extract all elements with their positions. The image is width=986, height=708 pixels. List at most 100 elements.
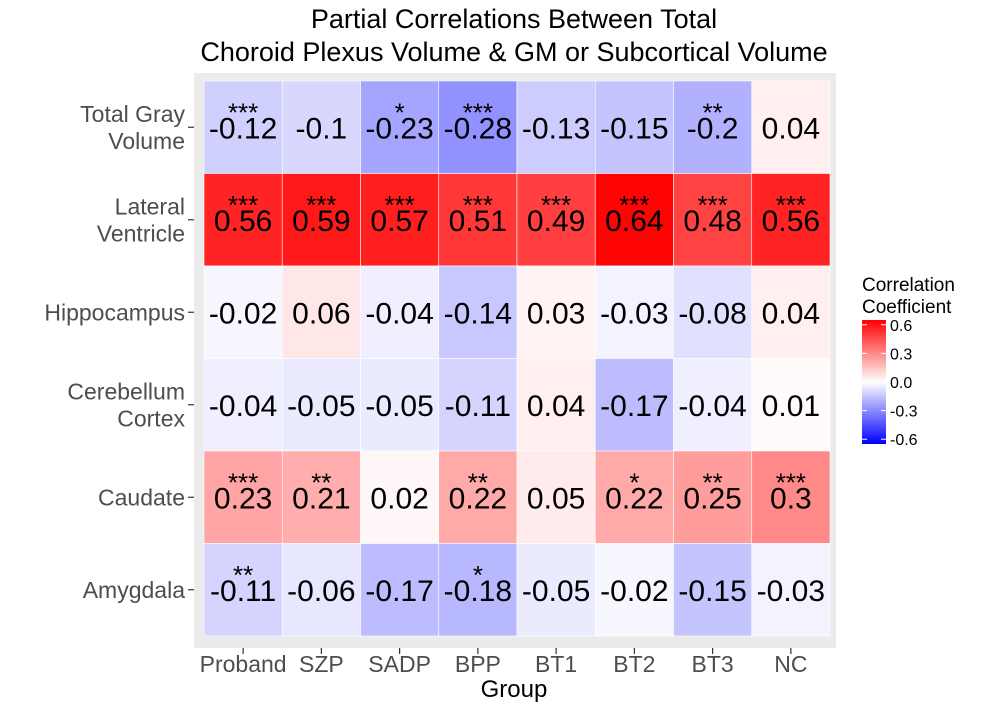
significance-label: *** xyxy=(463,190,493,220)
heatmap-cell xyxy=(438,173,518,267)
cell-value-label: -0.23 xyxy=(365,112,433,145)
cell-value-label: -0.12 xyxy=(209,112,277,145)
cell-value-label: -0.04 xyxy=(365,297,433,330)
significance-label: *** xyxy=(306,190,336,220)
heatmap-cell xyxy=(360,80,440,174)
heatmap-cell xyxy=(438,265,518,359)
significance-label: *** xyxy=(228,190,258,220)
heatmap-cell xyxy=(281,543,361,637)
cell-value-label: 0.21 xyxy=(292,482,350,515)
heatmap-cell xyxy=(594,173,674,267)
cell-value-label: 0.3 xyxy=(770,482,812,515)
heatmap-cell xyxy=(673,450,753,544)
y-tick-label: Lateral Ventricle xyxy=(97,193,185,246)
heatmap-cell xyxy=(673,173,753,267)
cell-value-label: 0.51 xyxy=(449,205,507,238)
heatmap-cell xyxy=(203,173,283,267)
y-tick-label: Amygdala xyxy=(83,577,185,603)
cell-value-label: -0.2 xyxy=(687,112,739,145)
x-axis-title: Group xyxy=(481,676,548,703)
heatmap-cell xyxy=(751,80,831,174)
cell-value-label: 0.01 xyxy=(762,390,820,423)
significance-label: ** xyxy=(703,467,723,497)
chart-title-line: Choroid Plexus Volume & GM or Subcortica… xyxy=(200,37,827,67)
heatmap-cell xyxy=(281,450,361,544)
significance-label: ** xyxy=(703,97,723,127)
heatmap-cell xyxy=(594,265,674,359)
cell-value-label: 0.04 xyxy=(527,390,585,423)
legend-label: 0.6 xyxy=(890,318,912,335)
x-tick-label: BT3 xyxy=(692,651,734,677)
cell-value-label: -0.11 xyxy=(445,390,511,423)
cell-value-label: -0.08 xyxy=(678,297,746,330)
legend-label: 0.0 xyxy=(890,375,912,392)
heatmap-cell xyxy=(438,358,518,452)
cell-value-label: 0.49 xyxy=(527,205,585,238)
cell-value-label: 0.04 xyxy=(762,297,820,330)
heatmap-cell xyxy=(673,543,753,637)
cell-value-label: -0.05 xyxy=(522,575,590,608)
cell-value-label: 0.03 xyxy=(527,297,585,330)
cell-value-label: -0.17 xyxy=(600,390,668,423)
heatmap-cell xyxy=(438,450,518,544)
heatmap-cell xyxy=(516,358,596,452)
heatmap-cell xyxy=(203,80,283,174)
cell-value-label: -0.04 xyxy=(209,390,277,423)
x-tick-label: NC xyxy=(774,651,807,677)
heatmap-cell xyxy=(673,358,753,452)
cell-value-label: -0.15 xyxy=(678,575,746,608)
cell-value-label: 0.02 xyxy=(370,482,428,515)
significance-label: * xyxy=(629,467,639,497)
significance-label: *** xyxy=(384,190,414,220)
cell-value-label: 0.22 xyxy=(449,482,507,515)
heatmap-cell xyxy=(360,358,440,452)
cell-value-label: 0.23 xyxy=(214,482,272,515)
significance-label: *** xyxy=(776,467,806,497)
cell-value-label: -0.02 xyxy=(600,575,668,608)
y-tick-label: Hippocampus xyxy=(44,299,185,325)
heatmap-cell xyxy=(281,265,361,359)
y-axis-ticks: Total Gray Volume Lateral Ventricle Hippocam… xyxy=(44,101,194,603)
significance-label: *** xyxy=(776,190,806,220)
cell-value-label: -0.18 xyxy=(444,575,512,608)
cell-value-label: -0.02 xyxy=(209,297,277,330)
cell-value-label: -0.15 xyxy=(600,112,668,145)
heatmap-cell xyxy=(203,543,283,637)
heatmap-cells: -0.12*** -0.1 -0.23* -0.28*** -0.13 -0.15 -0.2… xyxy=(203,80,831,637)
heatmap-cell xyxy=(281,173,361,267)
significance-label: *** xyxy=(619,190,649,220)
heatmap-cell xyxy=(594,543,674,637)
x-axis-ticks: Proband SZP SADP BPP BT1 BT2 BT3 NC xyxy=(200,648,807,677)
x-tick-label: SZP xyxy=(299,651,344,677)
heatmap-cell xyxy=(360,265,440,359)
cell-value-label: 0.56 xyxy=(762,205,820,238)
cell-value-label: -0.03 xyxy=(757,575,825,608)
cell-value-label: 0.04 xyxy=(762,112,820,145)
cell-value-label: 0.56 xyxy=(214,205,272,238)
heatmap-cell xyxy=(360,173,440,267)
heatmap-cell xyxy=(360,543,440,637)
heatmap-cell xyxy=(516,543,596,637)
significance-label: * xyxy=(395,97,405,127)
cell-value-label: 0.64 xyxy=(605,205,663,238)
heatmap-cell xyxy=(203,450,283,544)
x-tick-label: BT2 xyxy=(613,651,655,677)
cell-value-label: 0.57 xyxy=(370,205,428,238)
x-tick-label: SADP xyxy=(368,651,431,677)
significance-label: ** xyxy=(233,560,253,590)
heatmap-cell xyxy=(516,173,596,267)
heatmap-cell xyxy=(751,173,831,267)
cell-value-label: -0.13 xyxy=(522,112,590,145)
chart-title-line: Partial Correlations Between Total xyxy=(311,4,717,34)
cell-value-label: -0.1 xyxy=(296,112,348,145)
legend-label: -0.6 xyxy=(890,432,918,449)
heatmap-cell xyxy=(203,358,283,452)
legend-label: 0.3 xyxy=(890,346,912,363)
y-tick-label: Cerebellum Cortex xyxy=(67,378,185,431)
heatmap-cell xyxy=(594,450,674,544)
significance-label: *** xyxy=(228,467,258,497)
x-tick-label: Proband xyxy=(200,651,287,677)
cell-value-label: -0.06 xyxy=(287,575,355,608)
